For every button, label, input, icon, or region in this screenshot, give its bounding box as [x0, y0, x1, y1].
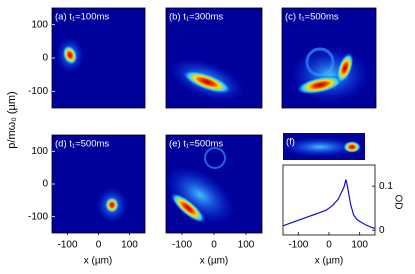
panel-d	[52, 135, 145, 233]
blob	[296, 75, 344, 95]
x-tick-label: -100	[288, 240, 308, 251]
panel-label: (b) t₁=300ms	[169, 12, 223, 23]
od-label: OD	[392, 195, 403, 210]
y-tick-label: 100	[31, 146, 48, 157]
x-axis-label: x (µm)	[84, 256, 113, 267]
blob	[280, 137, 360, 157]
od-tick-label: 0	[379, 225, 385, 236]
x-tick-label: 0	[326, 240, 332, 251]
x-tick-label: 0	[211, 240, 217, 251]
blob	[336, 52, 354, 84]
y-tick-label: -100	[28, 211, 48, 222]
panel-label: (f)	[286, 137, 295, 148]
y-tick-label: 100	[31, 19, 48, 30]
y-tick-label: 0	[42, 179, 48, 190]
y-tick-label: -100	[28, 86, 48, 97]
od-tick-label: 0.1	[379, 181, 393, 192]
od-profile	[282, 179, 376, 229]
x-tick-label: 0	[96, 240, 102, 251]
panel-label: (e) t₁=500ms	[169, 139, 223, 150]
x-tick-label: -100	[57, 240, 77, 251]
ring	[204, 147, 226, 169]
frame	[281, 7, 377, 109]
blob	[343, 141, 361, 153]
blob	[105, 197, 119, 213]
x-tick-label: 100	[121, 240, 138, 251]
blob	[182, 70, 232, 94]
frame	[282, 164, 376, 236]
panel-label: (c) t₁=500ms	[285, 12, 339, 23]
blob	[62, 45, 78, 65]
y-axis-label: p/mω₀ (µm)	[6, 91, 18, 148]
blob	[170, 192, 206, 224]
density-blobs	[56, 37, 370, 225]
blob	[164, 165, 236, 225]
x-axis-label: x (µm)	[200, 256, 229, 267]
panel-label: (a) t₁=100ms	[55, 12, 109, 23]
x-axis-label: x (µm)	[315, 256, 344, 267]
panel-label: (d) t₁=500ms	[55, 139, 109, 150]
blob	[290, 47, 370, 103]
x-tick-label: 100	[238, 240, 255, 251]
x-tick-label: 100	[351, 240, 368, 251]
x-tick-label: -100	[172, 240, 192, 251]
frame	[165, 7, 263, 109]
y-tick-label: 0	[42, 53, 48, 64]
